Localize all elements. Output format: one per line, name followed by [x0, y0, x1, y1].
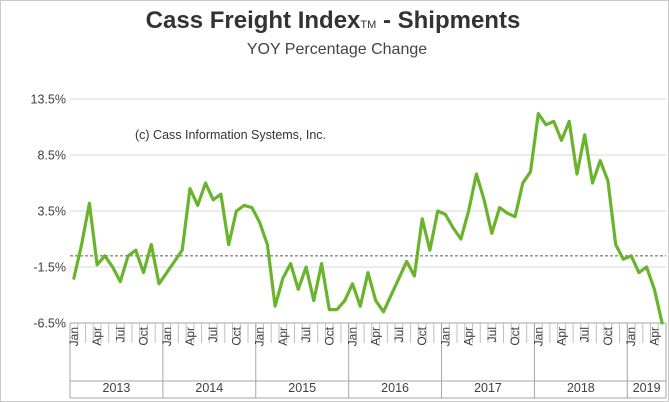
x-year-label: 2019	[633, 381, 661, 395]
x-year-label: 2013	[103, 381, 131, 395]
x-month-label: Jul	[392, 327, 406, 342]
y-tick-label: 13.5%	[31, 93, 66, 107]
chart-title-suffix: - Shipments	[376, 7, 520, 34]
x-month-label: Jan	[253, 327, 267, 346]
x-year-label: 2016	[381, 381, 409, 395]
y-tick-label: -1.5%	[33, 261, 66, 275]
x-month-label: Jan	[160, 327, 174, 346]
x-month-label: Jul	[578, 327, 592, 342]
x-month-label: Jan	[346, 327, 360, 346]
x-month-label: Apr	[462, 327, 476, 346]
x-month-label: Oct	[137, 326, 151, 345]
y-axis: 13.5% 8.5% 3.5% -1.5% -6.5%	[31, 93, 66, 331]
series-line	[72, 111, 664, 325]
x-month-label: Apr	[183, 327, 197, 346]
x-year-label: 2018	[567, 381, 595, 395]
x-month-label: Apr	[369, 327, 383, 346]
x-month-label: Jul	[485, 327, 499, 342]
chart-title-tm: TM	[360, 19, 376, 31]
x-month-label: Jan	[438, 327, 452, 346]
x-month-label: Oct	[508, 326, 522, 345]
x-month-label: Oct	[229, 326, 243, 345]
y-tick-label: -6.5%	[33, 317, 66, 331]
x-month-label: Jul	[206, 327, 220, 342]
x-month-label: Oct	[415, 326, 429, 345]
chart-title-main: Cass Freight Index	[146, 7, 361, 34]
x-month-label: Oct	[601, 326, 615, 345]
x-month-label: Apr	[555, 327, 569, 346]
x-month-label: Apr	[647, 327, 661, 346]
x-month-label: Jan	[67, 327, 81, 346]
copyright-annotation: (c) Cass Information Systems, Inc.	[135, 128, 326, 142]
x-month-label: Apr	[90, 327, 104, 346]
x-month-label: Oct	[322, 326, 336, 345]
x-month-label: Apr	[276, 327, 290, 346]
x-month-label: Jul	[299, 327, 313, 342]
x-month-label: Jan	[624, 327, 638, 346]
x-year-label: 2014	[195, 381, 223, 395]
y-tick-label: 3.5%	[38, 205, 67, 219]
x-month-label: Jan	[531, 327, 545, 346]
x-year-label: 2017	[474, 381, 502, 395]
x-month-label: Jul	[113, 327, 127, 342]
chart-title: Cass Freight IndexTM - Shipments	[146, 7, 521, 34]
x-axis: Jan Apr Jul Oct 2013 Jan Apr Jul Oct 2014 Jan Apr Ju…	[67, 322, 667, 399]
x-year-label: 2015	[288, 381, 316, 395]
chart-subtitle: YOY Percentage Change	[247, 41, 427, 58]
y-tick-label: 8.5%	[38, 149, 67, 163]
